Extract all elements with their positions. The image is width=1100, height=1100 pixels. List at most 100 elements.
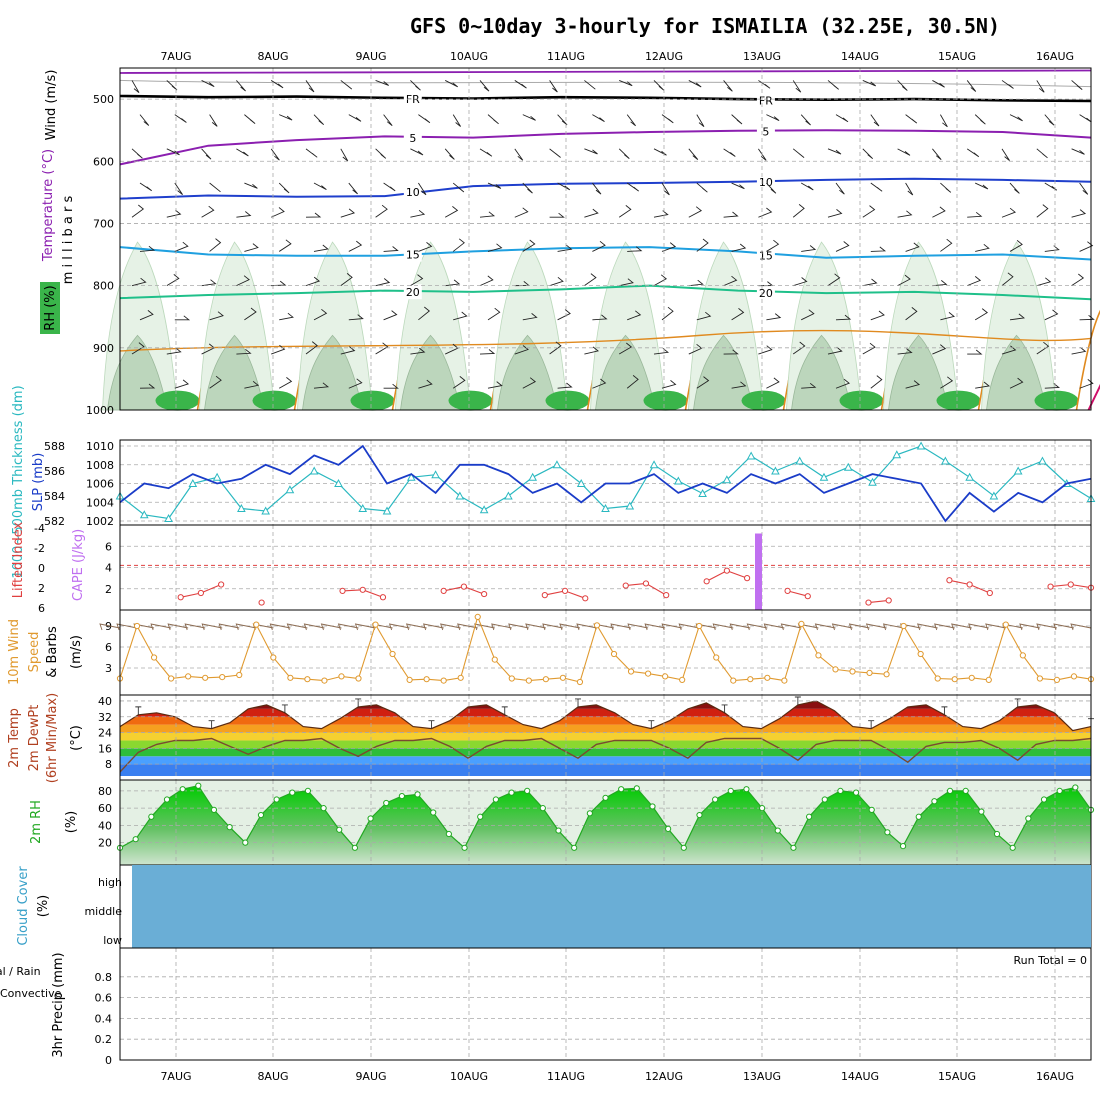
temperature-side-label: Temperature (°C): [41, 149, 56, 262]
rh-line-point: [727, 787, 734, 795]
wind-barb: [1044, 245, 1060, 252]
wind-barb: [1036, 277, 1052, 287]
wind-barb: [723, 211, 739, 218]
wind-barb: [549, 80, 558, 93]
wind-barb: [271, 344, 286, 355]
isotherm-label-bg: [403, 130, 422, 146]
isotherm-label-bg: [756, 123, 775, 139]
wind-barb: [522, 239, 536, 252]
cloud-cover-panel: high middle low Cloud Cover (%): [16, 864, 1092, 949]
wind-barb: [244, 182, 258, 189]
temp-tick: 8: [105, 758, 112, 771]
thickness-line-point: [649, 460, 659, 469]
isotherm-FR: [119, 94, 1092, 103]
wind-barb: [236, 80, 246, 92]
wind-speed-line-point: [951, 676, 958, 683]
wind-barb: [940, 376, 954, 389]
wind-barb: [348, 114, 362, 122]
lifted-index-line-point: [440, 587, 447, 594]
wind-barb: [801, 245, 817, 252]
rh-line-point: [759, 805, 766, 812]
wind-barb: [801, 309, 815, 321]
wind-barb: [723, 275, 738, 287]
cape-bar: [755, 533, 762, 610]
wind-speed-line-point: [559, 674, 567, 681]
wind-barb-10m: [269, 623, 291, 631]
wind-barb-10m: [167, 623, 189, 631]
lifted-index-line-point: [642, 580, 650, 587]
wind-barb: [557, 382, 573, 389]
thickness-line-point: [431, 470, 440, 479]
cape-tick: 6: [105, 540, 112, 553]
wind-barb: [1009, 313, 1025, 321]
wind-barb: [766, 239, 780, 252]
wind-barb: [940, 238, 953, 252]
wind-barb: [305, 80, 315, 93]
wind-barb: [932, 80, 945, 88]
wind-barb: [139, 383, 156, 389]
thickness-line-point: [358, 503, 368, 512]
wind-speed-line-point: [798, 620, 805, 628]
thickness-line-point: [237, 503, 246, 512]
rh-shade-high: [936, 390, 981, 411]
wind-barb: [418, 242, 433, 252]
wind-barb: [827, 148, 842, 155]
wind-barb: [131, 148, 143, 159]
wind-speed-line-point: [474, 613, 481, 621]
wind-speed-line-point: [440, 677, 447, 684]
isotherm-label: 15: [759, 250, 773, 263]
lifted-index-line-point: [663, 592, 670, 599]
lifted-index-line-point: [197, 589, 205, 597]
wind-barb: [236, 148, 249, 157]
thickness-line-point: [771, 466, 780, 475]
precip-panel: 0 0.2 0.4 0.6 0.8 Run Total = 0 Total / Rain Co…: [0, 947, 1092, 1067]
temp-axis-label-2: 2m DewPt: [27, 705, 42, 772]
wind-barb: [584, 80, 596, 90]
rh-line-point: [289, 789, 296, 796]
wind-barb: [348, 182, 358, 195]
wind-barb: [514, 80, 527, 89]
rh-line-point: [805, 813, 813, 820]
wind-barb: [932, 206, 946, 218]
wind-barb: [487, 182, 502, 189]
wind-barb: [1044, 309, 1059, 321]
isotherm-label-bg: [403, 284, 422, 300]
wind-barb: [444, 80, 458, 88]
wind-barb: [932, 280, 948, 287]
rh-side-label: RH (%): [43, 285, 58, 330]
rh-shade-high: [839, 390, 884, 411]
wind-barb: [236, 348, 252, 355]
wind-barb: [375, 80, 389, 86]
rh-line-point: [915, 813, 922, 820]
wind-speed-line-point: [457, 674, 464, 681]
wind-barb: [305, 276, 321, 287]
wind-barb: [800, 182, 814, 191]
wind-barb: [584, 148, 598, 155]
wind-barb: [479, 211, 496, 218]
rh-shade-high: [643, 390, 688, 411]
wind-barb: [410, 274, 424, 287]
temp-line: [119, 700, 1092, 732]
wind-barb: [452, 114, 461, 127]
temp-color-band: [120, 764, 1091, 776]
wind-barb-10m: [474, 623, 495, 631]
wind-barb: [166, 347, 182, 355]
temp-color-band: [120, 756, 1091, 765]
rh-2m-panel: 20 40 60 80 2m RH (%): [29, 779, 1095, 866]
isotherm-label: 15: [406, 249, 420, 262]
thickness-line-point: [698, 488, 707, 497]
rh-contour-upper: [119, 79, 1092, 88]
rh-line-point: [696, 811, 703, 819]
wind-barb-10m: [917, 623, 938, 631]
isotherm-5: [119, 129, 1092, 166]
wind-barb-10m: [831, 623, 853, 631]
wind-barb: [174, 379, 190, 389]
wind-barb: [967, 276, 982, 287]
temp-max-whisker: [794, 696, 801, 705]
wind-speed-line-point: [866, 669, 873, 677]
rh-line-point: [743, 786, 750, 793]
wind-barb: [244, 307, 257, 321]
rh-line-point: [351, 844, 359, 851]
rh-line-point: [680, 844, 687, 851]
wind-barb: [827, 346, 843, 355]
